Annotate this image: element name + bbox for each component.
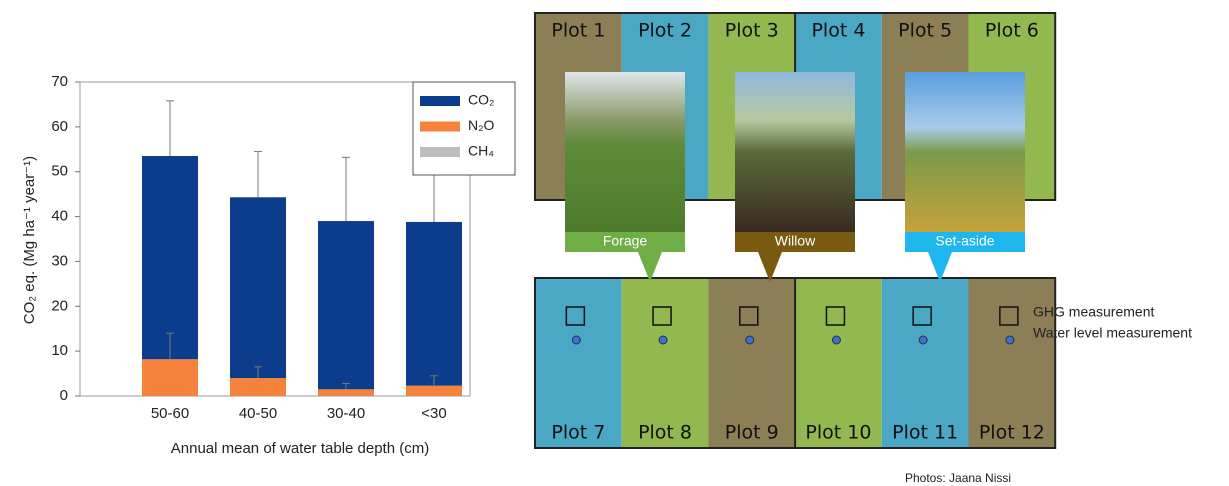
ghg-marker xyxy=(739,306,759,326)
ghg-marker xyxy=(652,306,672,326)
plot-label: Plot 11 xyxy=(892,422,958,444)
y-tick-label: 40 xyxy=(51,208,68,225)
plot-label: Plot 1 xyxy=(551,20,605,42)
x-tick-label: 40-50 xyxy=(239,405,277,422)
x-tick-label: 50-60 xyxy=(151,405,189,422)
bar-segment xyxy=(318,221,374,390)
bar-segment xyxy=(230,378,286,396)
y-tick-label: 10 xyxy=(51,342,68,359)
legend-swatch xyxy=(420,96,460,106)
y-tick-label: 20 xyxy=(51,297,68,314)
field-diagram: Plot 1 Plot 2 Plot 3 Plot 4 Plot 5 Plot 6 Plot… xyxy=(534,12,1192,485)
photo-label-box xyxy=(735,232,855,252)
ghg-marker xyxy=(565,306,586,326)
photo xyxy=(735,72,855,232)
water-marker xyxy=(658,335,668,345)
legend-swatch xyxy=(420,147,460,157)
water-marker xyxy=(918,335,928,345)
plot-label: Plot 3 xyxy=(725,20,779,42)
legend-label: CH₄ xyxy=(468,143,494,159)
photo xyxy=(565,72,685,232)
credit: Photos: Jaana Nissi xyxy=(905,471,1011,485)
plot-label: Plot 5 xyxy=(898,20,952,42)
pointer xyxy=(928,252,952,282)
plot-label: Plot 4 xyxy=(811,20,865,42)
y-tick-label: 50 xyxy=(51,163,68,180)
photo-label: Forage xyxy=(603,233,648,249)
plot-label: Plot 6 xyxy=(985,20,1039,42)
y-tick-label: 30 xyxy=(51,252,68,269)
bar-segment xyxy=(406,385,462,396)
ghg-marker xyxy=(825,306,846,326)
legend-text: Water level measurement xyxy=(1033,325,1192,341)
pointer xyxy=(758,252,782,282)
photo-label-box xyxy=(905,232,1025,252)
y-axis-label: CO₂ eq. (Mg ha⁻¹ year⁻¹) xyxy=(21,156,38,324)
photo-label-box xyxy=(565,232,685,252)
bar-segment xyxy=(230,197,286,379)
x-tick-label: <30 xyxy=(421,405,446,422)
photo-label: Set-aside xyxy=(935,233,994,249)
legend-text: GHG measurement xyxy=(1033,304,1154,320)
y-tick-label: 70 xyxy=(51,73,68,90)
legend-label: CO₂ xyxy=(468,92,494,108)
bar-segment xyxy=(318,389,374,396)
water-marker xyxy=(831,335,841,345)
x-tick-label: 30-40 xyxy=(327,405,365,422)
plot-label: Plot 9 xyxy=(725,422,779,444)
bar-segment xyxy=(142,359,198,396)
water-marker xyxy=(1005,335,1015,345)
ghg-marker xyxy=(912,306,932,326)
plot-label: Plot 2 xyxy=(638,20,692,42)
plot-label: Plot 7 xyxy=(551,422,605,444)
pointer xyxy=(638,252,662,282)
bar-segment xyxy=(406,221,462,386)
water-marker xyxy=(745,335,755,345)
photo xyxy=(905,72,1025,232)
y-tick-label: 0 xyxy=(60,387,68,404)
x-axis-label: Annual mean of water table depth (cm) xyxy=(171,440,429,457)
plot-label: Plot 12 xyxy=(979,422,1045,444)
ghg-marker xyxy=(999,306,1019,326)
plot-label: Plot 8 xyxy=(638,422,692,444)
legend-label: N₂O xyxy=(468,117,495,133)
water-marker xyxy=(571,335,581,345)
bar-segment xyxy=(142,156,198,360)
plot-label: Plot 10 xyxy=(805,422,871,444)
legend-swatch xyxy=(420,121,460,132)
y-tick-label: 60 xyxy=(51,118,68,135)
photo-label: Willow xyxy=(775,233,816,249)
